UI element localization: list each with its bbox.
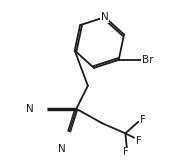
Text: F: F <box>123 147 128 157</box>
Text: N: N <box>26 104 34 114</box>
Text: N: N <box>101 12 109 22</box>
Text: F: F <box>135 136 141 146</box>
Text: Br: Br <box>142 55 153 65</box>
Text: F: F <box>140 115 146 125</box>
Text: N: N <box>58 144 66 154</box>
